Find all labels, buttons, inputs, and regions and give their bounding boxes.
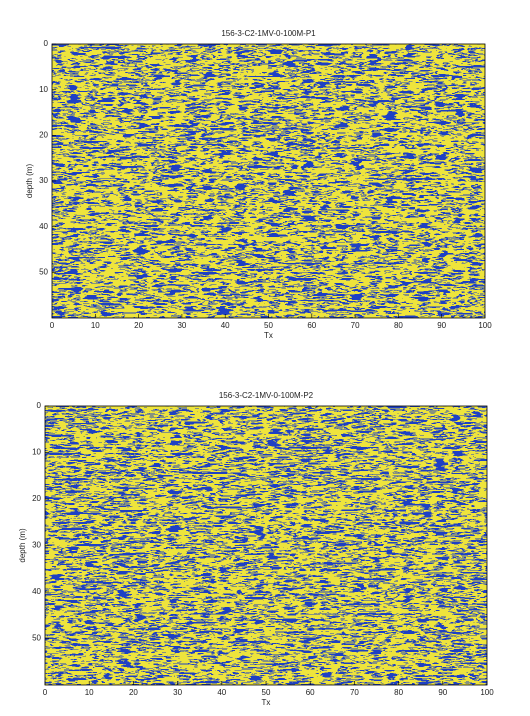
x-tick-label: 100: [480, 688, 494, 697]
chart: 156-3-C2-1MV-0-100M-P2 0 10 20 30 40 50 60 70 80 9…: [18, 391, 494, 707]
y-axis-label: depth (m): [25, 164, 34, 199]
chart: 156-3-C2-1MV-0-100M-P1 0 10 20 30 40 50 60 70 80 9…: [25, 29, 492, 340]
y-tick-label: 40: [39, 222, 48, 231]
x-tick-label: 50: [264, 321, 273, 330]
x-tick-label: 0: [43, 688, 48, 697]
x-tick-label: 20: [134, 321, 143, 330]
image-texture: [52, 44, 485, 318]
x-axis-label: Tx: [262, 698, 271, 707]
x-tick-label: 40: [217, 688, 226, 697]
y-axis-label: depth (m): [18, 528, 27, 563]
y-tick-label: 40: [32, 587, 41, 596]
y-tick-label: 30: [39, 176, 48, 185]
x-tick-label: 80: [394, 321, 403, 330]
x-tick-label: 40: [221, 321, 230, 330]
x-tick-label: 60: [306, 688, 315, 697]
x-tick-label: 50: [262, 688, 271, 697]
y-tick-label: 0: [44, 39, 49, 48]
y-tick-label: 30: [32, 541, 41, 550]
y-tick-label: 0: [37, 401, 42, 410]
x-tick-label: 90: [438, 688, 447, 697]
x-tick-label: 30: [173, 688, 182, 697]
x-tick-label: 80: [394, 688, 403, 697]
x-axis-label: Tx: [264, 331, 273, 340]
x-tick-label: 10: [91, 321, 100, 330]
x-tick-label: 20: [129, 688, 138, 697]
y-tick-label: 10: [39, 85, 48, 94]
y-tick-label: 20: [39, 130, 48, 139]
x-tick-label: 70: [351, 321, 360, 330]
x-tick-label: 100: [478, 321, 492, 330]
x-tick-label: 70: [350, 688, 359, 697]
chart-title: 156-3-C2-1MV-0-100M-P1: [221, 29, 316, 38]
x-tick-label: 0: [50, 321, 55, 330]
chart-title: 156-3-C2-1MV-0-100M-P2: [219, 391, 314, 400]
y-tick-label: 50: [32, 634, 41, 643]
x-tick-label: 90: [437, 321, 446, 330]
y-tick-label: 20: [32, 494, 41, 503]
image-texture: [45, 406, 487, 685]
y-tick-label: 10: [32, 448, 41, 457]
y-tick-label: 50: [39, 267, 48, 276]
x-tick-label: 10: [85, 688, 94, 697]
x-tick-label: 30: [177, 321, 186, 330]
x-tick-label: 60: [307, 321, 316, 330]
